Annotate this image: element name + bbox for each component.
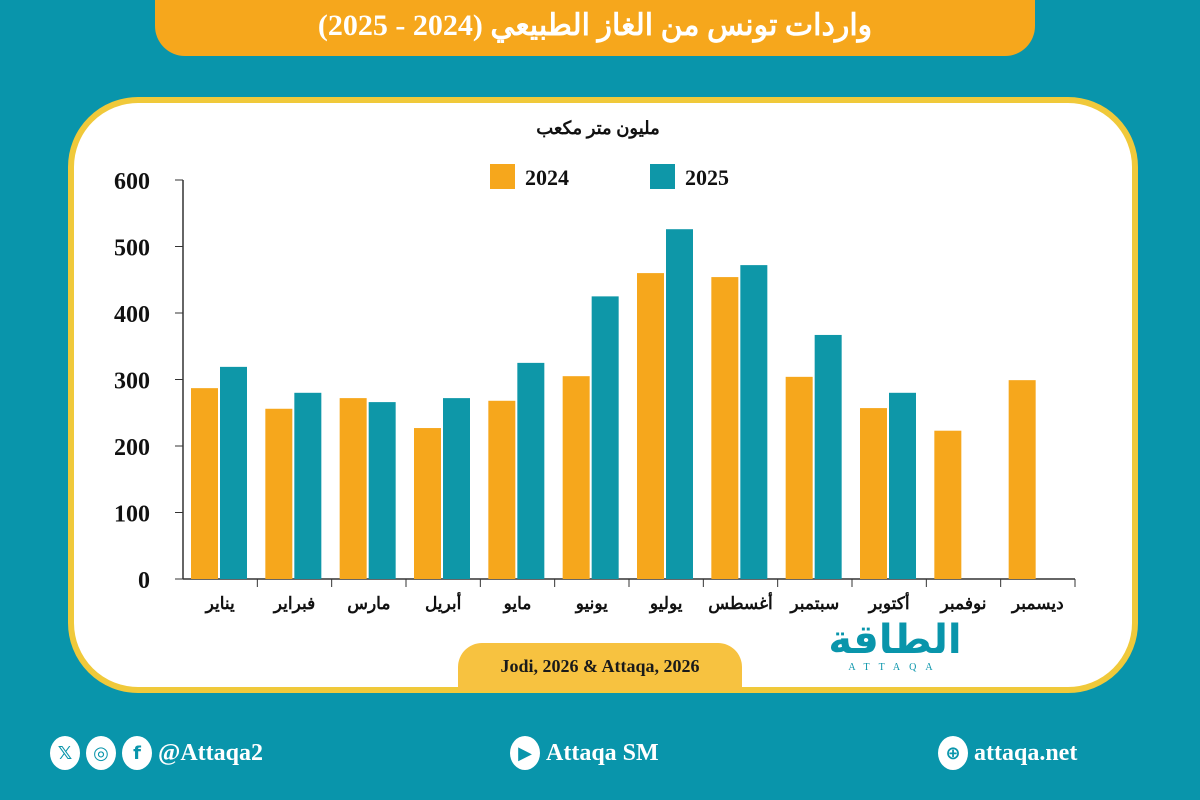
instagram-icon[interactable]: ◎ xyxy=(86,736,116,770)
attaqa-logo: الطاقة ATTAQA xyxy=(815,618,975,680)
x-tick-label: يناير xyxy=(204,594,235,614)
x-tick-label: نوفمبر xyxy=(939,594,987,614)
bar-2024-8 xyxy=(711,277,739,579)
bar-2024-1 xyxy=(191,388,218,579)
youtube-link: ▶ Attaqa SM xyxy=(510,736,659,770)
youtube-icon[interactable]: ▶ xyxy=(510,736,540,770)
bar-2024-4 xyxy=(414,428,441,579)
y-tick-label: 100 xyxy=(114,502,150,528)
chart-title: واردات تونس من الغاز الطبيعي (2024 - 202… xyxy=(155,0,1035,56)
bar-2025-3 xyxy=(368,402,396,579)
x-tick-label: أكتوبر xyxy=(867,591,910,614)
bar-2025-7 xyxy=(666,229,693,579)
x-tick-label: يوليو xyxy=(648,594,683,614)
bar-2025-2 xyxy=(294,392,322,579)
x-tick-label: أغسطس xyxy=(708,591,773,614)
y-tick-label: 500 xyxy=(114,236,150,262)
bar-2025-5 xyxy=(517,362,545,579)
bar-2024-12 xyxy=(1008,380,1036,579)
x-tick-label: ديسمبر xyxy=(1010,594,1064,614)
x-tick-label: مايو xyxy=(502,594,532,614)
social-handle[interactable]: @Attaqa2 xyxy=(158,739,263,766)
bar-2025-6 xyxy=(591,296,619,579)
youtube-handle[interactable]: Attaqa SM xyxy=(546,739,659,766)
y-tick-label: 0 xyxy=(138,568,150,594)
y-tick-label: 300 xyxy=(114,369,150,395)
bar-2025-10 xyxy=(889,392,916,579)
x-tick-label: سبتمبر xyxy=(788,594,839,614)
x-tick-label: أبريل xyxy=(425,591,462,614)
bar-2025-8 xyxy=(740,265,768,579)
legend-label-2025: 2025 xyxy=(685,165,729,190)
website-url[interactable]: attaqa.net xyxy=(974,739,1078,766)
logo-text: الطاقة xyxy=(828,617,962,663)
bar-2024-5 xyxy=(488,400,516,579)
x-tick-label: يونيو xyxy=(574,594,608,614)
y-tick-label: 200 xyxy=(114,435,150,461)
social-links: 𝕏 ◎ f @Attaqa2 xyxy=(50,736,263,770)
bar-2024-6 xyxy=(562,376,590,579)
globe-icon[interactable]: ⊕ xyxy=(938,736,968,770)
bar-2024-9 xyxy=(785,376,813,579)
y-tick-label: 600 xyxy=(114,169,150,195)
x-icon[interactable]: 𝕏 xyxy=(50,736,80,770)
legend-swatch-2024 xyxy=(490,164,515,189)
bar-2024-7 xyxy=(637,273,664,579)
bar-2025-1 xyxy=(220,366,247,579)
bar-2025-9 xyxy=(814,334,842,579)
x-tick-label: فبراير xyxy=(272,594,315,614)
x-tick-label: مارس xyxy=(347,594,390,614)
bar-2024-11 xyxy=(934,430,962,579)
source-label: Jodi, 2026 & Attaqa, 2026 xyxy=(458,643,742,691)
legend-label-2024: 2024 xyxy=(525,165,569,190)
logo-subtext: ATTAQA xyxy=(848,662,942,673)
bar-2024-3 xyxy=(339,398,367,579)
website-link: ⊕ attaqa.net xyxy=(938,736,1077,770)
bar-2025-4 xyxy=(443,398,470,579)
bar-2024-2 xyxy=(265,408,293,579)
bar-2024-10 xyxy=(860,408,887,579)
legend-swatch-2025 xyxy=(650,164,675,189)
facebook-icon[interactable]: f xyxy=(122,736,152,770)
y-tick-label: 400 xyxy=(114,302,150,328)
y-axis-unit: مليون متر مكعب xyxy=(536,118,660,139)
